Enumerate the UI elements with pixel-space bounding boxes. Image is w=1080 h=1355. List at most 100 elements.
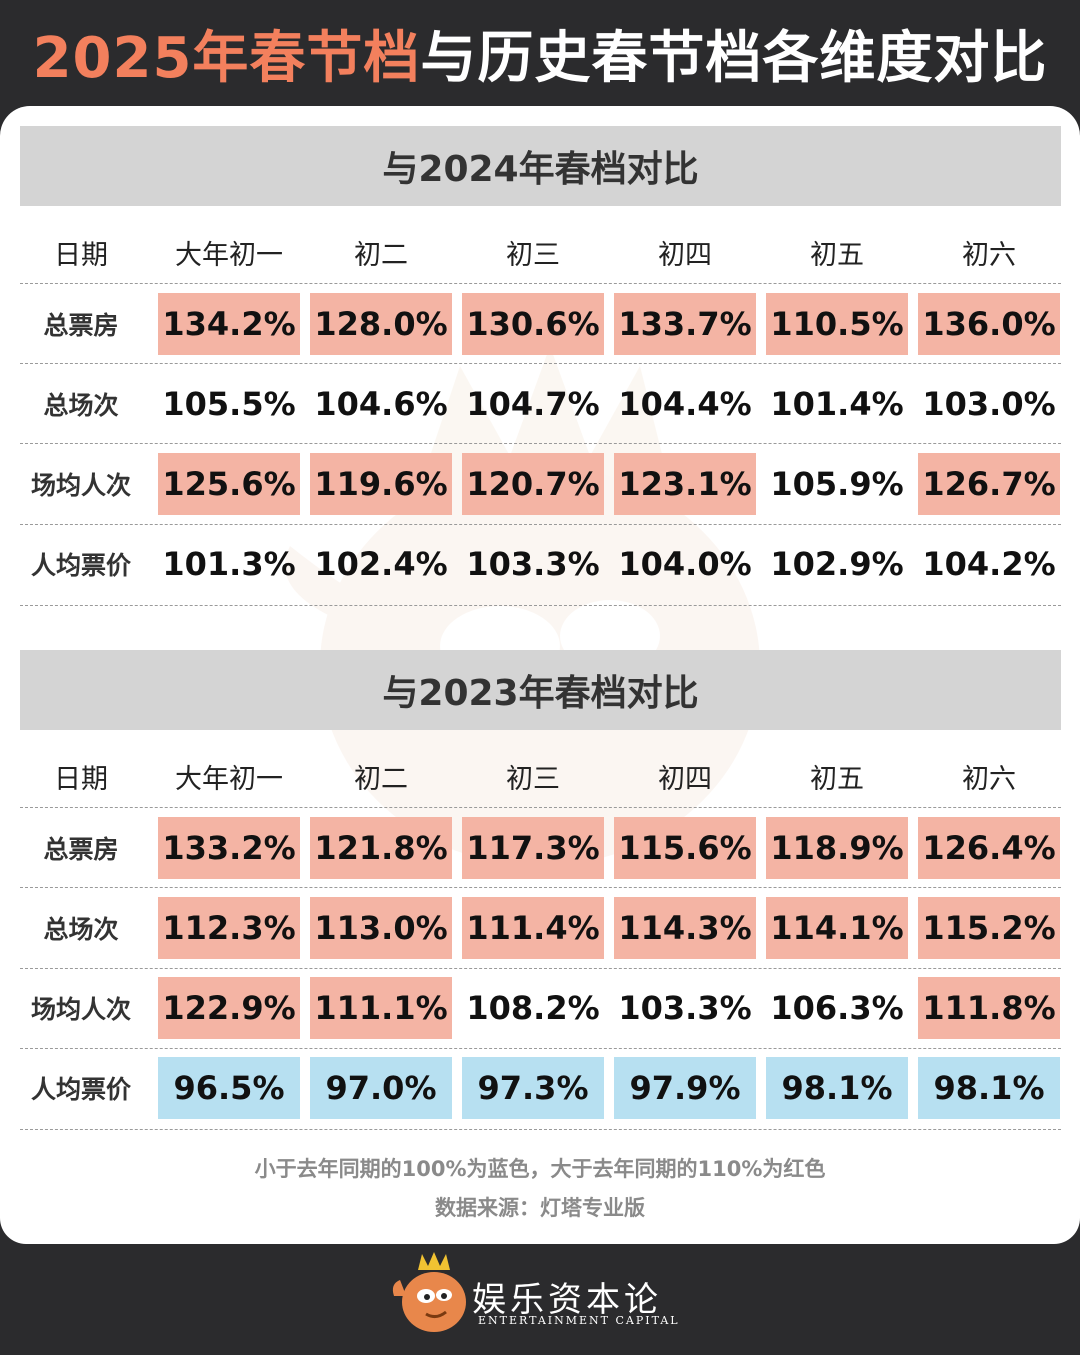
column-header: 初三 <box>506 763 560 795</box>
row-label: 总场次 <box>43 391 119 420</box>
data-cell: 102.4% <box>314 545 448 583</box>
data-cell: 121.8% <box>310 817 452 879</box>
data-cell: 108.2% <box>466 989 600 1027</box>
data-cell: 98.1% <box>766 1057 908 1119</box>
data-cell: 111.1% <box>310 977 452 1039</box>
row-divider <box>20 363 1061 364</box>
row-label: 人均票价 <box>30 551 131 580</box>
data-cell: 133.7% <box>614 293 756 355</box>
row-divider <box>20 283 1061 284</box>
data-cell: 104.7% <box>466 385 600 423</box>
date-column-label: 日期 <box>54 239 108 271</box>
data-cell: 115.6% <box>614 817 756 879</box>
row-label: 人均票价 <box>30 1075 131 1104</box>
column-header: 初五 <box>810 239 864 271</box>
row-label: 场均人次 <box>30 995 131 1024</box>
data-cell: 111.4% <box>462 897 604 959</box>
title-rest: 与历史春节档各维度对比 <box>420 25 1048 91</box>
table-row: 人均票价 96.5% 97.0% 97.3% 97.9% 98.1% 98.1% <box>0 1048 1080 1128</box>
table-row: 总场次 105.5% 104.6% 104.7% 104.4% 101.4% 1… <box>0 364 1080 444</box>
column-header: 初二 <box>354 239 408 271</box>
row-divider <box>20 968 1061 969</box>
column-header: 初二 <box>354 763 408 795</box>
table-row: 人均票价 101.3% 102.4% 103.3% 104.0% 102.9% … <box>0 524 1080 604</box>
row-label: 总票房 <box>43 835 119 864</box>
data-cell: 122.9% <box>158 977 300 1039</box>
data-cell: 126.7% <box>918 453 1060 515</box>
date-column-label: 日期 <box>54 763 108 795</box>
data-cell: 130.6% <box>462 293 604 355</box>
data-source-note: 数据来源：灯塔专业版 <box>435 1196 645 1220</box>
data-cell: 106.3% <box>770 989 904 1027</box>
section-2024-column-header-row: 日期 大年初一 初二 初三 初四 初五 初六 <box>0 212 1080 292</box>
row-divider <box>20 887 1061 888</box>
data-cell: 97.0% <box>310 1057 452 1119</box>
column-header: 初四 <box>658 763 712 795</box>
row-divider <box>20 1129 1061 1130</box>
data-cell: 104.2% <box>922 545 1056 583</box>
data-cell: 112.3% <box>158 897 300 959</box>
brand-name: 娱乐资本论 <box>472 1280 662 1320</box>
row-label: 场均人次 <box>30 471 131 500</box>
data-cell: 103.3% <box>466 545 600 583</box>
section-2023-header: 与2023年春档对比 <box>20 650 1061 730</box>
data-cell: 128.0% <box>310 293 452 355</box>
data-cell: 110.5% <box>766 293 908 355</box>
data-cell: 117.3% <box>462 817 604 879</box>
data-cell: 136.0% <box>918 293 1060 355</box>
data-cell: 101.4% <box>770 385 904 423</box>
data-cell: 133.2% <box>158 817 300 879</box>
row-divider <box>20 443 1061 444</box>
table-row: 总场次 112.3% 113.0% 111.4% 114.3% 114.1% 1… <box>0 888 1080 968</box>
data-cell: 114.1% <box>766 897 908 959</box>
column-header: 初四 <box>658 239 712 271</box>
data-cell: 103.0% <box>922 385 1056 423</box>
column-header: 大年初一 <box>175 239 283 271</box>
color-legend-note: 小于去年同期的100%为蓝色，大于去年同期的110%为红色 <box>254 1157 826 1181</box>
data-cell: 98.1% <box>918 1057 1060 1119</box>
page-title: 2025年春节档 与历史春节档各维度对比 <box>0 0 1080 106</box>
data-cell: 123.1% <box>614 453 756 515</box>
row-divider <box>20 524 1061 525</box>
table-row: 场均人次 122.9% 111.1% 108.2% 103.3% 106.3% … <box>0 968 1080 1048</box>
data-cell: 120.7% <box>462 453 604 515</box>
row-divider <box>20 1048 1061 1049</box>
column-header: 初三 <box>506 239 560 271</box>
data-cell: 96.5% <box>158 1057 300 1119</box>
column-header: 初六 <box>962 763 1016 795</box>
data-cell: 115.2% <box>918 897 1060 959</box>
data-cell: 105.5% <box>162 385 296 423</box>
column-header: 初六 <box>962 239 1016 271</box>
section-2024-header: 与2024年春档对比 <box>20 126 1061 206</box>
data-cell: 102.9% <box>770 545 904 583</box>
data-cell: 101.3% <box>162 545 296 583</box>
data-cell: 113.0% <box>310 897 452 959</box>
data-cell: 97.3% <box>462 1057 604 1119</box>
table-row: 总票房 134.2% 128.0% 130.6% 133.7% 110.5% 1… <box>0 284 1080 364</box>
comparison-card: 与2024年春档对比 日期 大年初一 初二 初三 初四 初五 初六 总票房 13… <box>0 106 1080 1244</box>
row-label: 总场次 <box>43 915 119 944</box>
row-divider <box>20 807 1061 808</box>
fish-king-mascot-icon <box>392 1252 466 1332</box>
section-2023-column-header-row: 日期 大年初一 初二 初三 初四 初五 初六 <box>0 736 1080 816</box>
data-cell: 118.9% <box>766 817 908 879</box>
data-cell: 104.0% <box>618 545 752 583</box>
data-cell: 103.3% <box>618 989 752 1027</box>
data-cell: 119.6% <box>310 453 452 515</box>
column-header: 初五 <box>810 763 864 795</box>
data-cell: 134.2% <box>158 293 300 355</box>
title-highlight: 2025年春节档 <box>32 25 421 91</box>
data-cell: 114.3% <box>614 897 756 959</box>
table-row: 场均人次 125.6% 119.6% 120.7% 123.1% 105.9% … <box>0 444 1080 524</box>
brand-logo: 娱乐资本论 ENTERTAINMENT CAPITAL <box>390 1250 690 1340</box>
brand-subtitle: ENTERTAINMENT CAPITAL <box>478 1314 680 1327</box>
data-cell: 97.9% <box>614 1057 756 1119</box>
data-cell: 105.9% <box>770 465 904 503</box>
data-cell: 104.6% <box>314 385 448 423</box>
row-divider <box>20 605 1061 606</box>
column-header: 大年初一 <box>175 763 283 795</box>
data-cell: 125.6% <box>158 453 300 515</box>
row-label: 总票房 <box>43 311 119 340</box>
data-cell: 126.4% <box>918 817 1060 879</box>
